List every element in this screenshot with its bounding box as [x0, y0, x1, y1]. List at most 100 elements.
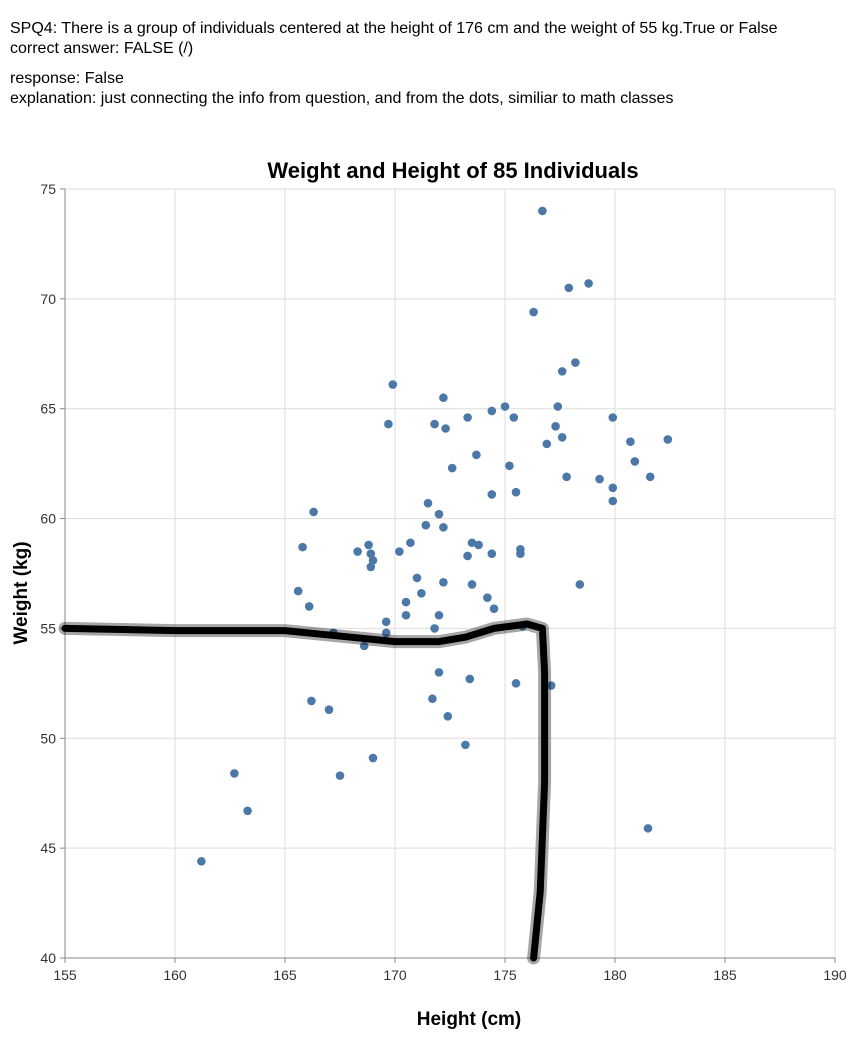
annotation-stroke [61, 620, 549, 962]
data-point [645, 472, 655, 482]
data-point [243, 806, 252, 816]
axes: 155 160 165 170 175 180 185 190 40 45 50 55 60 65 70 75 [40, 181, 846, 983]
x-tick-label: 170 [383, 967, 407, 983]
y-tick-label: 60 [40, 511, 56, 527]
y-axis-title: Weight (kg) [11, 541, 32, 644]
data-point [430, 419, 439, 429]
data-point [489, 604, 499, 613]
grid [64, 188, 836, 959]
data-point [388, 380, 398, 389]
data-point [381, 617, 391, 627]
data-point [509, 413, 519, 422]
data-point [500, 402, 510, 411]
data-point [483, 593, 492, 602]
data-point [293, 586, 303, 596]
data-point [538, 206, 547, 216]
data-point [546, 681, 556, 690]
data-point [643, 824, 653, 833]
x-tick-label: 155 [53, 967, 77, 983]
data-point [439, 577, 448, 587]
x-tick-label: 160 [163, 967, 187, 983]
data-point [366, 562, 376, 572]
data-point [335, 771, 345, 780]
data-point [309, 507, 318, 517]
data-point [467, 538, 477, 548]
data-point [562, 472, 571, 482]
y-tick-label: 70 [40, 291, 56, 307]
data-point [368, 556, 378, 565]
x-tick-label: 185 [713, 967, 737, 983]
data-point [439, 523, 448, 532]
data-point [511, 487, 521, 497]
data-point [463, 551, 472, 561]
chart-title: Weight and Height of 85 Individuals [267, 158, 638, 183]
data-point [608, 413, 618, 422]
data-point [626, 437, 635, 446]
data-point [463, 413, 472, 422]
data-point [474, 540, 483, 550]
data-point [364, 540, 373, 550]
question-text: SPQ4: There is a group of individuals ce… [10, 20, 778, 37]
hand-drawn-annotation [58, 617, 552, 965]
data-point [487, 406, 497, 416]
data-point [428, 694, 437, 704]
x-tick-label: 165 [273, 967, 297, 983]
data-point [434, 509, 444, 519]
data-point [505, 461, 514, 471]
data-point [564, 283, 574, 293]
x-tick-label: 180 [603, 967, 627, 983]
data-point [571, 358, 580, 367]
y-tick-label: 75 [40, 181, 56, 197]
data-point [511, 679, 521, 688]
data-point [595, 474, 604, 484]
data-point [487, 490, 497, 499]
data-point [487, 549, 497, 559]
data-point [553, 402, 563, 411]
data-point [584, 279, 593, 288]
data-point [467, 580, 477, 589]
data-point [412, 573, 422, 583]
data-point [441, 424, 450, 433]
data-point [230, 769, 239, 778]
x-axis-title: Height (cm) [417, 1009, 522, 1030]
y-tick-label: 65 [40, 401, 56, 417]
data-point [608, 483, 618, 493]
data-point [423, 498, 433, 508]
y-tick-label: 40 [40, 950, 56, 966]
correct-answer-text: correct answer: FALSE (/) [10, 40, 194, 57]
data-point [401, 597, 411, 607]
data-point [542, 439, 552, 449]
data-point [307, 696, 316, 706]
data-point [472, 450, 481, 460]
data-point [298, 542, 307, 552]
data-point [395, 547, 404, 556]
data-point [439, 393, 448, 403]
data-point [630, 457, 640, 466]
y-tick-label: 45 [40, 840, 56, 856]
data-point [324, 705, 334, 715]
data-point [465, 674, 475, 684]
data-point [401, 610, 411, 620]
data-point [197, 857, 206, 866]
data-point [575, 580, 585, 589]
data-point [359, 641, 369, 651]
data-point [557, 367, 567, 376]
data-point [551, 421, 560, 431]
data-point [557, 432, 567, 442]
data-point [461, 740, 470, 750]
data-point [384, 419, 393, 429]
data-point [430, 624, 439, 633]
data-point [663, 435, 673, 444]
data-point [434, 610, 444, 620]
data-points [197, 206, 673, 866]
y-tick-label: 50 [40, 730, 56, 746]
data-point [443, 712, 453, 721]
data-point [406, 538, 415, 548]
y-tick-label: 55 [40, 620, 56, 636]
data-point [529, 307, 538, 317]
data-point [304, 602, 314, 611]
data-point [381, 628, 391, 638]
data-point [447, 463, 457, 473]
data-point [366, 549, 376, 559]
